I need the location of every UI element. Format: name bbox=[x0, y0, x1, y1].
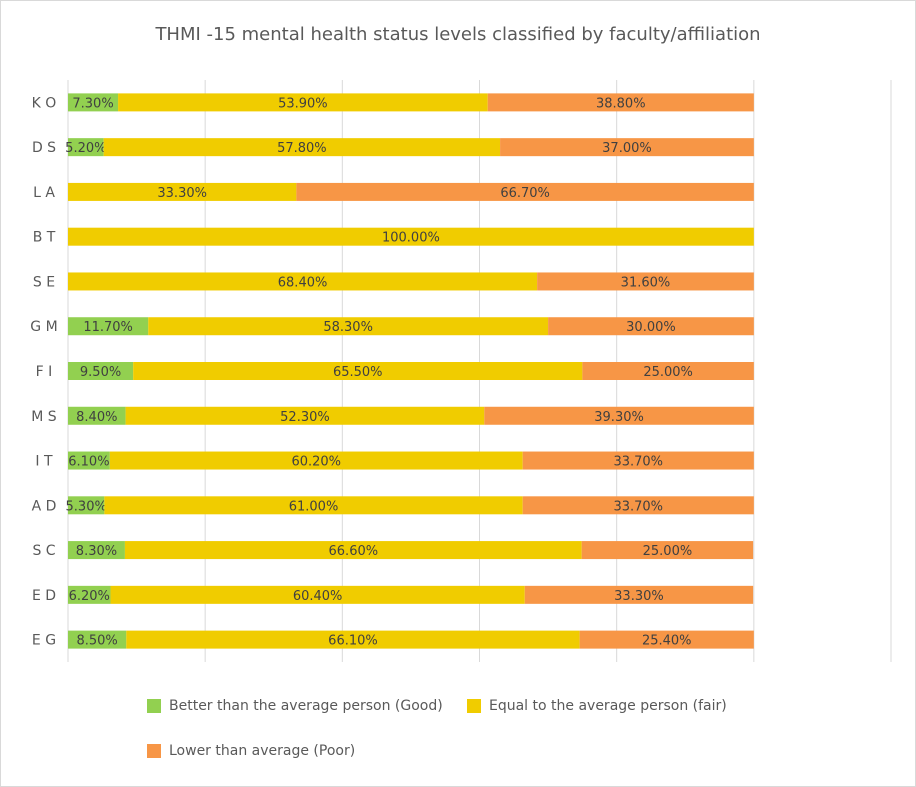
data-label: 58.30% bbox=[323, 320, 373, 335]
legend-label-fair: Equal to the average person (fair) bbox=[489, 698, 727, 714]
data-label: 61.00% bbox=[289, 499, 339, 514]
data-label: 33.70% bbox=[613, 455, 663, 470]
data-label: 33.30% bbox=[614, 589, 664, 604]
bar-segment bbox=[104, 496, 523, 515]
bar-segment bbox=[581, 541, 754, 560]
data-label: 65.50% bbox=[333, 365, 383, 380]
bar-segment bbox=[582, 362, 754, 380]
category-label: S C bbox=[32, 543, 55, 559]
data-label: 6.20% bbox=[69, 589, 110, 604]
data-label: 68.40% bbox=[278, 275, 328, 290]
bar-segment bbox=[524, 585, 754, 604]
data-label: 6.10% bbox=[68, 455, 109, 470]
category-label: B T bbox=[33, 230, 56, 246]
bar-segment bbox=[126, 630, 580, 649]
bar-segment bbox=[522, 451, 754, 470]
data-label: 52.30% bbox=[280, 410, 330, 425]
data-label: 53.90% bbox=[278, 96, 328, 111]
bar-segment bbox=[487, 93, 754, 112]
category-label: A D bbox=[32, 498, 57, 514]
data-label: 25.00% bbox=[643, 544, 693, 559]
category-label: M S bbox=[31, 409, 57, 425]
bar-segment bbox=[68, 541, 125, 560]
legend-swatch-poor bbox=[147, 744, 161, 758]
category-label: F I bbox=[36, 364, 53, 380]
category-label: E D bbox=[32, 588, 56, 604]
data-label: 33.30% bbox=[157, 186, 207, 201]
category-label: E G bbox=[32, 633, 56, 649]
bar-segment bbox=[118, 93, 488, 112]
data-label: 25.00% bbox=[643, 365, 693, 380]
chart-title: THMI -15 mental health status levels cla… bbox=[155, 24, 761, 45]
data-label: 31.60% bbox=[621, 275, 671, 290]
legend-swatch-good bbox=[147, 699, 161, 713]
data-label: 8.40% bbox=[76, 410, 117, 425]
category-label: S E bbox=[33, 274, 55, 290]
bar-segment bbox=[500, 138, 754, 157]
bar-segment bbox=[68, 227, 754, 246]
bar-segment bbox=[124, 541, 582, 560]
bar-segment bbox=[68, 496, 105, 515]
legend-label-good: Better than the average person (Good) bbox=[169, 698, 443, 714]
data-label: 30.00% bbox=[626, 320, 676, 335]
bar-segment bbox=[68, 585, 111, 604]
bar-segment bbox=[103, 138, 501, 157]
bar-segment bbox=[68, 362, 134, 380]
category-label: K O bbox=[32, 95, 57, 111]
category-label: G M bbox=[30, 319, 57, 335]
category-label: I T bbox=[35, 454, 53, 470]
data-label: 33.70% bbox=[613, 499, 663, 514]
bar-segment bbox=[148, 317, 549, 336]
bar-segment bbox=[68, 272, 538, 291]
bar-segment bbox=[109, 451, 523, 470]
data-label: 8.30% bbox=[76, 544, 117, 559]
data-label: 100.00% bbox=[382, 231, 440, 246]
category-label: D S bbox=[32, 140, 56, 156]
bar-segment bbox=[68, 406, 126, 425]
bar-segment bbox=[68, 317, 149, 336]
bar-segment bbox=[68, 182, 297, 201]
data-label: 60.40% bbox=[293, 589, 343, 604]
bar-segment bbox=[68, 630, 127, 649]
bar-segment bbox=[548, 317, 754, 336]
bar-segment bbox=[110, 585, 525, 604]
data-label: 60.20% bbox=[291, 455, 341, 470]
legend-item-poor: Lower than average (Poor) bbox=[147, 743, 355, 759]
data-label: 37.00% bbox=[602, 141, 652, 156]
bar-segment bbox=[537, 272, 754, 291]
bar-segment bbox=[68, 451, 110, 470]
data-label: 9.50% bbox=[80, 365, 121, 380]
data-label: 38.80% bbox=[596, 96, 646, 111]
data-label: 66.10% bbox=[328, 634, 378, 649]
data-label: 57.80% bbox=[277, 141, 327, 156]
category-label: L A bbox=[33, 185, 55, 201]
data-label: 5.30% bbox=[66, 499, 107, 514]
bar-segment bbox=[522, 496, 754, 515]
bar-segment bbox=[133, 362, 583, 380]
bar-segment bbox=[484, 406, 754, 425]
data-label: 66.60% bbox=[329, 544, 379, 559]
data-label: 8.50% bbox=[76, 634, 117, 649]
data-label: 39.30% bbox=[594, 410, 644, 425]
data-label: 11.70% bbox=[83, 320, 133, 335]
data-label: 7.30% bbox=[72, 96, 113, 111]
bar-segment bbox=[125, 406, 485, 425]
legend-label-poor: Lower than average (Poor) bbox=[169, 743, 356, 759]
bar-segment bbox=[579, 630, 754, 649]
data-label: 25.40% bbox=[642, 634, 692, 649]
data-label: 5.20% bbox=[65, 141, 106, 156]
bar-segment bbox=[296, 182, 754, 201]
legend-swatch-fair bbox=[467, 699, 481, 713]
legend-item-fair: Equal to the average person (fair) bbox=[467, 698, 727, 714]
data-label: 66.70% bbox=[500, 186, 550, 201]
bar-segment bbox=[68, 138, 104, 157]
legend-item-good: Better than the average person (Good) bbox=[147, 698, 443, 714]
bar-segment bbox=[68, 93, 119, 112]
